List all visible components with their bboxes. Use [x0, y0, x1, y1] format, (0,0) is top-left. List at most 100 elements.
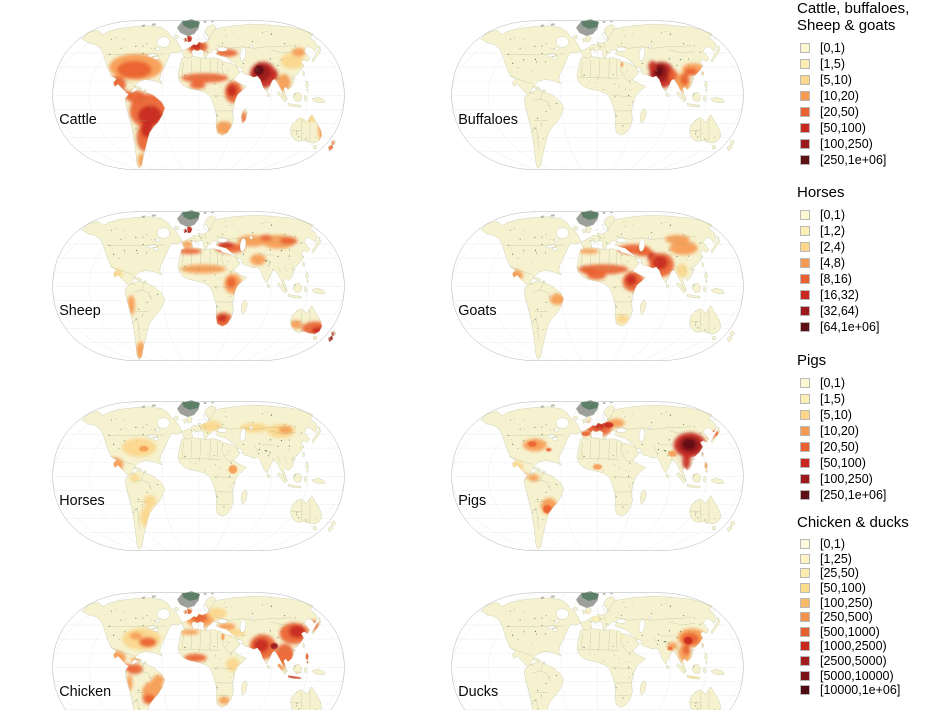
- legend-swatch: [800, 91, 810, 101]
- legend-swatch: [800, 612, 810, 623]
- legend-bin-label: [1,5): [820, 392, 846, 406]
- legend-bin-label: [10,20): [820, 89, 859, 103]
- map-panel-sheep: Sheep: [42, 208, 355, 365]
- map-label: Ducks: [458, 684, 498, 700]
- legend-item: [0,1): [797, 537, 926, 552]
- legend-item: [500,1000): [797, 625, 926, 640]
- legend-item: [1000,2500): [797, 639, 926, 654]
- legend-bin-label: [250,500): [820, 610, 873, 625]
- legend-swatch: [800, 107, 810, 117]
- legend-title: Cattle, buffaloes, Sheep & goats: [797, 0, 926, 34]
- legend-title: Chicken & ducks: [797, 514, 926, 531]
- map-panel-buffaloes: Buffaloes: [441, 17, 754, 174]
- legend-item: [250,500): [797, 610, 926, 625]
- legend-item: [0,1): [797, 207, 926, 223]
- legend-bin-label: [20,50): [820, 105, 859, 119]
- legend-item: [32,64): [797, 303, 926, 319]
- legend-swatch: [800, 290, 810, 300]
- legend-swatch: [800, 139, 810, 149]
- legend-item: [0,1): [797, 375, 926, 391]
- legend-item: [8,16): [797, 271, 926, 287]
- legend-item: [50,100): [797, 455, 926, 471]
- legend-bin-label: [2500,5000): [820, 654, 887, 669]
- legend-item: [1,25): [797, 552, 926, 567]
- legend-title-line: Sheep & goats: [797, 17, 896, 34]
- legend-items: [0,1) [1,5) [5,10) [10,20) [20,50) [50,100) [1…: [797, 375, 926, 503]
- world-map-goats: Goats: [441, 208, 754, 365]
- legend-item: [250,1e+06]: [797, 152, 926, 168]
- map-label: Goats: [458, 303, 496, 319]
- legend-horses: Horses [0,1) [1,2) [2,4) [4,8) [8,16) [16,32)[…: [797, 184, 926, 335]
- legend-title: Horses: [797, 184, 926, 201]
- legend-item: [16,32): [797, 287, 926, 303]
- legend-bin-label: [100,250): [820, 595, 873, 610]
- legend-swatch: [800, 258, 810, 268]
- legend-swatch: [800, 226, 810, 236]
- legend-swatch: [800, 242, 810, 252]
- legend-chicken-ducks: Chicken & ducks [0,1) [1,25) [25,50) [50,100…: [797, 514, 926, 698]
- legend-bin-label: [50,100): [820, 456, 866, 470]
- legend-item: [1,2): [797, 223, 926, 239]
- world-map-ducks: Ducks: [441, 589, 754, 710]
- legend-swatch: [800, 568, 810, 579]
- legend-bin-label: [50,100): [820, 581, 866, 596]
- legend-bin-label: [50,100): [820, 121, 866, 135]
- legend-items: [0,1) [1,25) [25,50) [50,100) [100,250) [250,…: [797, 537, 926, 698]
- legend-bin-label: [250,1e+06]: [820, 488, 887, 502]
- legend-bin-label: [25,50): [820, 566, 859, 581]
- legend-item: [2500,5000): [797, 654, 926, 669]
- map-panel-cattle: Cattle: [42, 17, 355, 174]
- legend-swatch: [800, 626, 810, 637]
- legend-item: [10,20): [797, 88, 926, 104]
- legend-bin-label: [16,32): [820, 288, 859, 302]
- legend-item: [100,250): [797, 595, 926, 610]
- legend-swatch: [800, 583, 810, 594]
- legend-swatch: [800, 75, 810, 85]
- legend-swatch: [800, 458, 810, 468]
- legend-swatch: [800, 322, 810, 332]
- legend-item: [1,5): [797, 391, 926, 407]
- legend-items: [0,1) [1,5) [5,10) [10,20) [20,50) [50,100) [1…: [797, 40, 926, 168]
- legend-items: [0,1) [1,2) [2,4) [4,8) [8,16) [16,32) [32,64)…: [797, 207, 926, 335]
- legend-item: [64,1e+06]: [797, 319, 926, 335]
- legend-swatch: [800, 539, 810, 550]
- legend-bin-label: [1,25): [820, 551, 852, 566]
- legend-title-line: Horses: [797, 184, 845, 201]
- legend-bin-label: [0,1): [820, 376, 846, 390]
- map-panel-goats: Goats: [441, 208, 754, 365]
- legend-item: [100,250): [797, 471, 926, 487]
- map-label: Sheep: [59, 303, 101, 319]
- legend-bin-label: [4,8): [820, 256, 846, 270]
- legend-bin-label: [0,1): [820, 41, 846, 55]
- legend-item: [5,10): [797, 407, 926, 423]
- legend-swatch: [800, 394, 810, 404]
- legend-item: [50,100): [797, 120, 926, 136]
- legend-bin-label: [1,2): [820, 224, 846, 238]
- legend-swatch: [800, 553, 810, 564]
- legend-swatch: [800, 410, 810, 420]
- legend-swatch: [800, 123, 810, 133]
- legend-title-line: Chicken & ducks: [797, 514, 909, 531]
- map-label: Buffaloes: [458, 112, 518, 128]
- legend-swatch: [800, 474, 810, 484]
- legend-swatch: [800, 490, 810, 500]
- map-panel-ducks: Ducks: [441, 589, 754, 710]
- legend-bin-label: [1000,2500): [820, 639, 887, 654]
- legend-swatch: [800, 442, 810, 452]
- legend-swatch: [800, 685, 810, 696]
- legend-bin-label: [500,1000): [820, 624, 880, 639]
- world-map-buffaloes: Buffaloes: [441, 17, 754, 174]
- legend-bin-label: [64,1e+06]: [820, 320, 880, 334]
- legend-item: [250,1e+06]: [797, 487, 926, 503]
- map-panel-pigs: Pigs: [441, 398, 754, 555]
- legend-item: [2,4): [797, 239, 926, 255]
- legend-item: [4,8): [797, 255, 926, 271]
- legend-item: [25,50): [797, 566, 926, 581]
- legend-swatch: [800, 378, 810, 388]
- legend-bin-label: [0,1): [820, 537, 846, 552]
- world-map-cattle: Cattle: [42, 17, 355, 174]
- legend-item: [0,1): [797, 40, 926, 56]
- legend-title-line: Cattle, buffaloes,: [797, 0, 910, 17]
- legend-swatch: [800, 670, 810, 681]
